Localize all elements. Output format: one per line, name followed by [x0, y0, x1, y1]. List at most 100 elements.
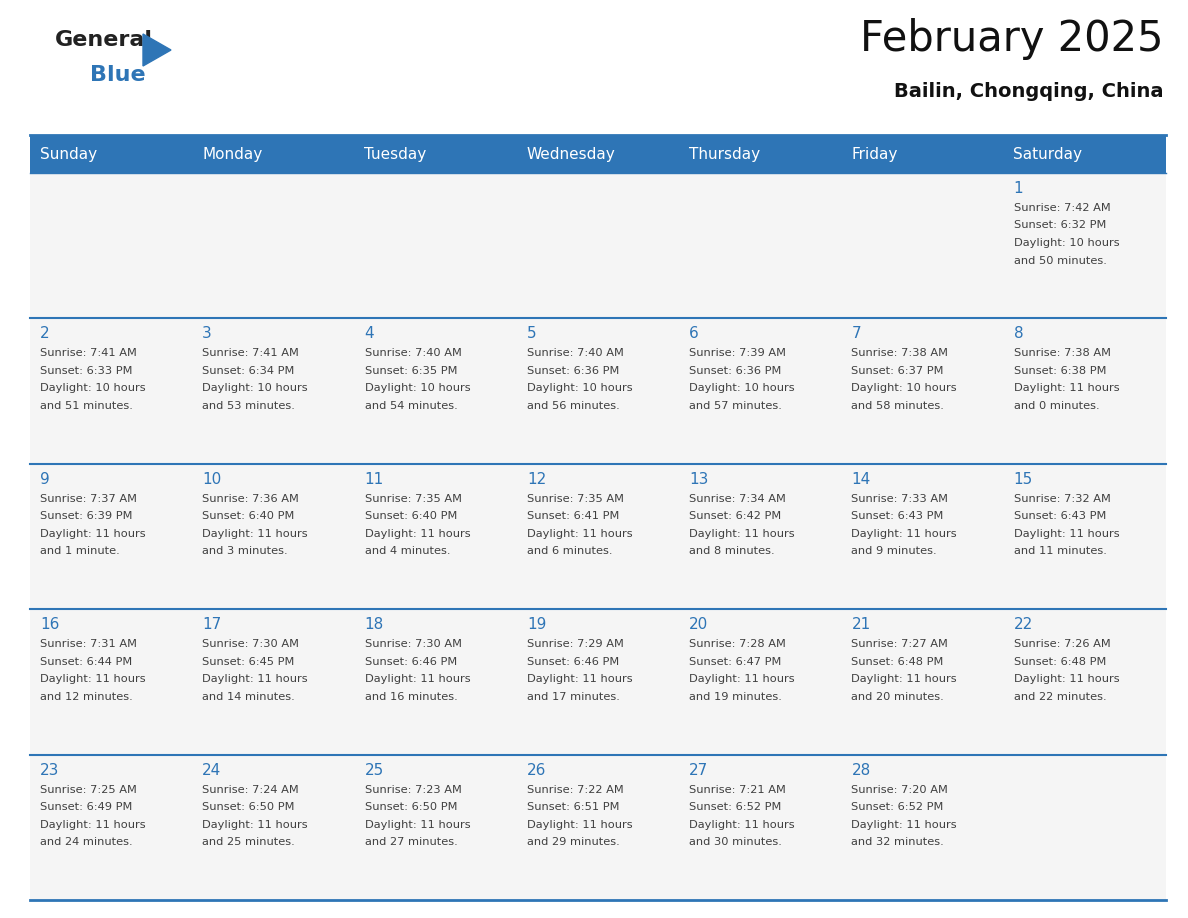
Text: Sunrise: 7:34 AM: Sunrise: 7:34 AM — [689, 494, 786, 504]
Bar — [517, 755, 680, 900]
Text: 4: 4 — [365, 327, 374, 341]
Text: Daylight: 11 hours: Daylight: 11 hours — [689, 674, 795, 684]
Text: Sunrise: 7:26 AM: Sunrise: 7:26 AM — [1013, 639, 1111, 649]
Text: and 6 minutes.: and 6 minutes. — [526, 546, 612, 556]
Text: Sunset: 6:32 PM: Sunset: 6:32 PM — [1013, 220, 1106, 230]
Text: Sunrise: 7:25 AM: Sunrise: 7:25 AM — [40, 785, 137, 795]
Text: and 20 minutes.: and 20 minutes. — [852, 691, 944, 701]
Text: Sunrise: 7:35 AM: Sunrise: 7:35 AM — [526, 494, 624, 504]
Text: Sunrise: 7:38 AM: Sunrise: 7:38 AM — [852, 349, 948, 358]
Text: 17: 17 — [202, 617, 221, 633]
Bar — [841, 464, 1004, 610]
Text: Sunset: 6:43 PM: Sunset: 6:43 PM — [852, 511, 943, 521]
Text: Sunset: 6:50 PM: Sunset: 6:50 PM — [202, 802, 295, 812]
Text: Daylight: 11 hours: Daylight: 11 hours — [689, 529, 795, 539]
Text: Sunrise: 7:30 AM: Sunrise: 7:30 AM — [202, 639, 299, 649]
Text: Sunset: 6:40 PM: Sunset: 6:40 PM — [202, 511, 295, 521]
Text: and 3 minutes.: and 3 minutes. — [202, 546, 287, 556]
Text: Daylight: 11 hours: Daylight: 11 hours — [40, 529, 146, 539]
Text: Sunset: 6:48 PM: Sunset: 6:48 PM — [1013, 656, 1106, 666]
Text: Sunset: 6:44 PM: Sunset: 6:44 PM — [40, 656, 132, 666]
Text: Sunset: 6:41 PM: Sunset: 6:41 PM — [526, 511, 619, 521]
Text: Sunrise: 7:40 AM: Sunrise: 7:40 AM — [365, 349, 461, 358]
Bar — [1004, 464, 1165, 610]
Bar — [192, 173, 354, 319]
Text: 1: 1 — [1013, 181, 1023, 196]
Text: Sunset: 6:34 PM: Sunset: 6:34 PM — [202, 366, 295, 375]
Text: and 14 minutes.: and 14 minutes. — [202, 691, 295, 701]
Text: and 22 minutes.: and 22 minutes. — [1013, 691, 1106, 701]
Text: 21: 21 — [852, 617, 871, 633]
Text: and 51 minutes.: and 51 minutes. — [40, 401, 133, 411]
Text: and 58 minutes.: and 58 minutes. — [852, 401, 944, 411]
Text: and 16 minutes.: and 16 minutes. — [365, 691, 457, 701]
Text: Sunday: Sunday — [39, 147, 97, 162]
Text: Sunrise: 7:41 AM: Sunrise: 7:41 AM — [202, 349, 299, 358]
Text: and 4 minutes.: and 4 minutes. — [365, 546, 450, 556]
Text: Sunrise: 7:21 AM: Sunrise: 7:21 AM — [689, 785, 786, 795]
Bar — [30, 135, 192, 173]
Text: Daylight: 11 hours: Daylight: 11 hours — [202, 529, 308, 539]
Text: Daylight: 10 hours: Daylight: 10 hours — [1013, 238, 1119, 248]
Bar — [517, 135, 680, 173]
Text: Sunrise: 7:35 AM: Sunrise: 7:35 AM — [365, 494, 462, 504]
Text: Sunrise: 7:42 AM: Sunrise: 7:42 AM — [1013, 203, 1111, 213]
Text: and 11 minutes.: and 11 minutes. — [1013, 546, 1106, 556]
Text: Sunset: 6:42 PM: Sunset: 6:42 PM — [689, 511, 782, 521]
Polygon shape — [143, 34, 171, 66]
Text: Sunset: 6:45 PM: Sunset: 6:45 PM — [202, 656, 295, 666]
Bar — [1004, 135, 1165, 173]
Text: Sunrise: 7:29 AM: Sunrise: 7:29 AM — [526, 639, 624, 649]
Text: Sunset: 6:52 PM: Sunset: 6:52 PM — [689, 802, 782, 812]
Text: Sunrise: 7:30 AM: Sunrise: 7:30 AM — [365, 639, 462, 649]
Text: Daylight: 10 hours: Daylight: 10 hours — [689, 384, 795, 394]
Text: Sunrise: 7:37 AM: Sunrise: 7:37 AM — [40, 494, 137, 504]
Bar — [30, 755, 192, 900]
Text: 18: 18 — [365, 617, 384, 633]
Text: Sunset: 6:48 PM: Sunset: 6:48 PM — [852, 656, 943, 666]
Text: Sunrise: 7:32 AM: Sunrise: 7:32 AM — [1013, 494, 1111, 504]
Text: Sunrise: 7:23 AM: Sunrise: 7:23 AM — [365, 785, 461, 795]
Bar — [841, 319, 1004, 464]
Text: Sunset: 6:37 PM: Sunset: 6:37 PM — [852, 366, 944, 375]
Text: Sunrise: 7:38 AM: Sunrise: 7:38 AM — [1013, 349, 1111, 358]
Text: Friday: Friday — [851, 147, 898, 162]
Bar — [192, 755, 354, 900]
Text: 19: 19 — [526, 617, 546, 633]
Text: Daylight: 11 hours: Daylight: 11 hours — [40, 820, 146, 830]
Bar — [192, 464, 354, 610]
Text: and 12 minutes.: and 12 minutes. — [40, 691, 133, 701]
Bar — [517, 464, 680, 610]
Text: and 19 minutes.: and 19 minutes. — [689, 691, 782, 701]
Text: 3: 3 — [202, 327, 211, 341]
Text: Daylight: 11 hours: Daylight: 11 hours — [526, 820, 632, 830]
Text: Sunrise: 7:40 AM: Sunrise: 7:40 AM — [526, 349, 624, 358]
Text: 22: 22 — [1013, 617, 1032, 633]
Bar — [354, 610, 517, 755]
Text: 5: 5 — [526, 327, 537, 341]
Text: Sunset: 6:46 PM: Sunset: 6:46 PM — [365, 656, 457, 666]
Bar — [354, 319, 517, 464]
Text: Daylight: 11 hours: Daylight: 11 hours — [852, 674, 958, 684]
Text: and 56 minutes.: and 56 minutes. — [526, 401, 620, 411]
Text: and 50 minutes.: and 50 minutes. — [1013, 255, 1106, 265]
Bar — [1004, 610, 1165, 755]
Bar — [192, 610, 354, 755]
Text: Sunset: 6:36 PM: Sunset: 6:36 PM — [526, 366, 619, 375]
Text: Bailin, Chongqing, China: Bailin, Chongqing, China — [893, 82, 1163, 101]
Text: Sunrise: 7:41 AM: Sunrise: 7:41 AM — [40, 349, 137, 358]
Bar — [841, 610, 1004, 755]
Text: 6: 6 — [689, 327, 699, 341]
Text: Sunset: 6:46 PM: Sunset: 6:46 PM — [526, 656, 619, 666]
Text: Sunrise: 7:28 AM: Sunrise: 7:28 AM — [689, 639, 786, 649]
Text: Sunset: 6:39 PM: Sunset: 6:39 PM — [40, 511, 133, 521]
Text: and 24 minutes.: and 24 minutes. — [40, 837, 133, 847]
Bar — [1004, 755, 1165, 900]
Text: Sunset: 6:49 PM: Sunset: 6:49 PM — [40, 802, 132, 812]
Text: and 1 minute.: and 1 minute. — [40, 546, 120, 556]
Text: Sunrise: 7:33 AM: Sunrise: 7:33 AM — [852, 494, 948, 504]
Text: Sunset: 6:38 PM: Sunset: 6:38 PM — [1013, 366, 1106, 375]
Text: 20: 20 — [689, 617, 708, 633]
Text: Sunrise: 7:27 AM: Sunrise: 7:27 AM — [852, 639, 948, 649]
Text: 10: 10 — [202, 472, 221, 487]
